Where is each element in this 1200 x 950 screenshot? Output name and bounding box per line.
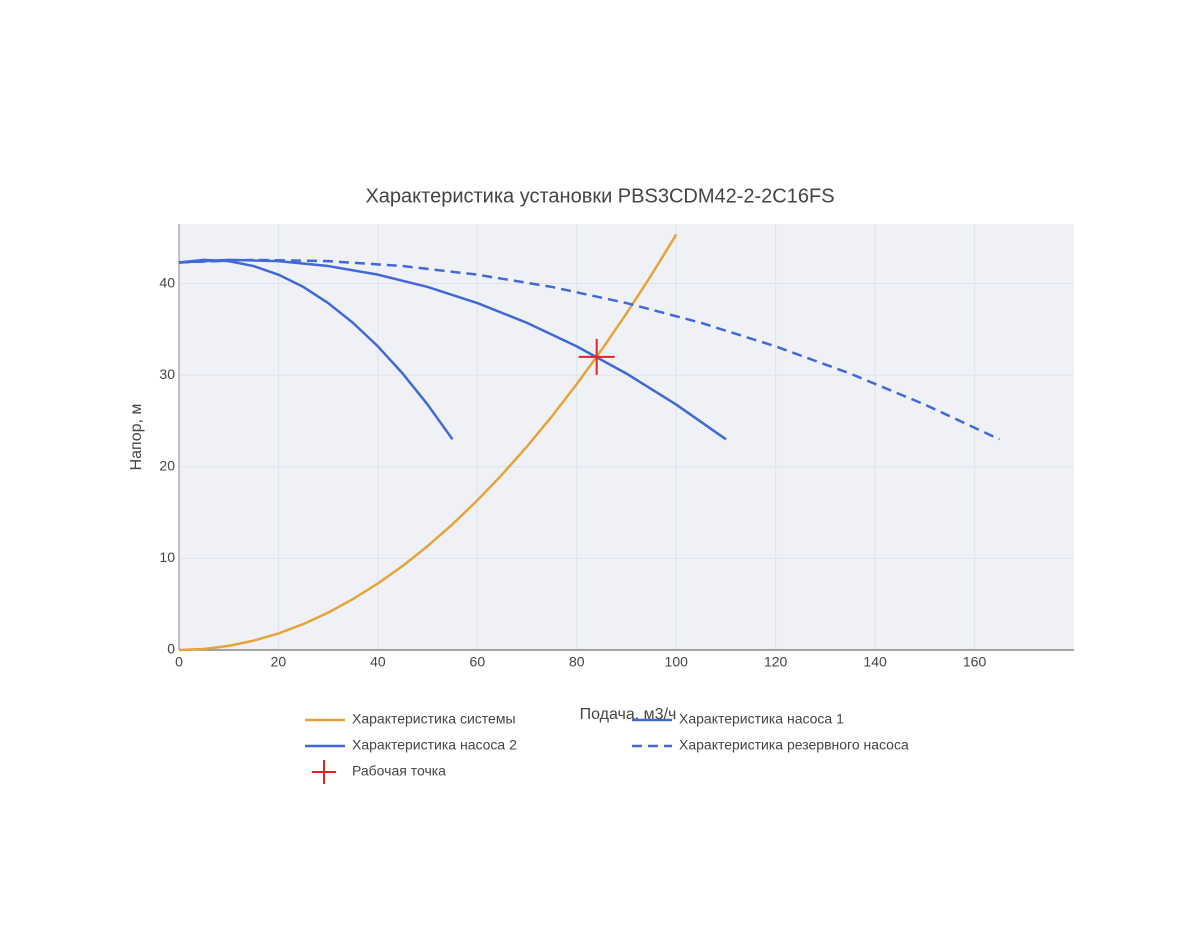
series-line <box>178 258 1000 441</box>
legend-symbol <box>312 760 336 784</box>
x-tick-label: 100 <box>665 654 689 670</box>
y-tick-label: 20 <box>159 457 175 473</box>
x-tick-label: 20 <box>271 654 287 670</box>
plot-area <box>179 224 1074 650</box>
x-tick-label: 60 <box>470 654 486 670</box>
x-tick-label: 140 <box>863 654 887 670</box>
y-tick-label: 0 <box>167 641 175 657</box>
x-tick-label: 80 <box>569 654 585 670</box>
legend-label: Характеристика насоса 2 <box>352 737 517 753</box>
y-tick-label: 40 <box>159 274 175 290</box>
y-tick-label: 10 <box>159 549 175 565</box>
operating-point <box>578 338 615 375</box>
x-tick-label: 40 <box>370 654 386 670</box>
legend-label: Характеристика насоса 1 <box>679 711 844 727</box>
series-line <box>178 233 678 652</box>
y-tick-label: 30 <box>159 366 175 382</box>
legend-label: Рабочая точка <box>352 763 446 779</box>
x-tick-label: 0 <box>175 654 183 670</box>
legend-label: Характеристика системы <box>352 711 516 727</box>
y-axis-title: Напор, м <box>128 404 145 471</box>
x-tick-label: 120 <box>764 654 788 670</box>
series-line <box>178 258 727 441</box>
x-tick-label: 160 <box>963 654 987 670</box>
chart-title: Характеристика установки PBS3CDM42-2-2C1… <box>365 185 834 207</box>
legend-label: Характеристика резервного насоса <box>679 737 909 753</box>
